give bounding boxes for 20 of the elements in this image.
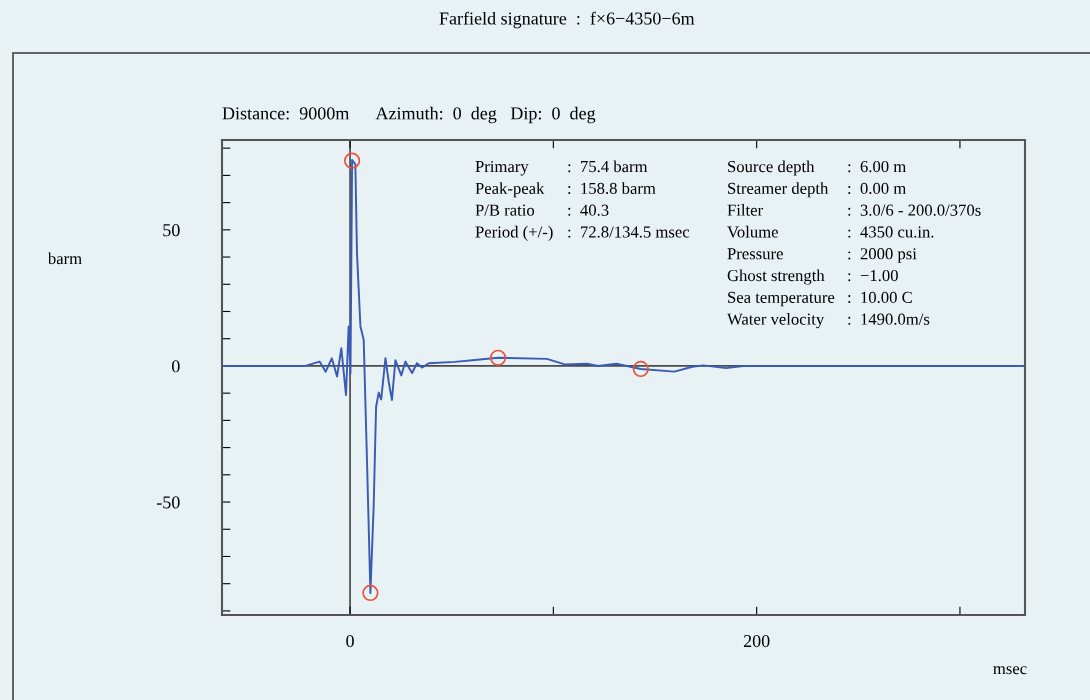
text: Water velocity : 1490.0m/s <box>727 313 930 329</box>
y-tick-label: -50 <box>156 496 180 509</box>
text: P/B ratio : 40.3 <box>475 204 609 216</box>
text: Ghost strength : −1.00 <box>727 269 898 285</box>
annotation: Period (+/-) : 72.8/134.5 msec <box>475 225 690 241</box>
text: Streamer depth : 0.00 m <box>728 182 906 198</box>
y-tick-label: 0 <box>171 360 180 373</box>
text: Pressure : 2000 psi <box>727 248 917 263</box>
y-tick-label: 50 <box>163 224 180 237</box>
text: Volume : 4350 cu.in. <box>727 225 934 238</box>
text: Filter : 3.0/6 - 200.0/370s <box>727 204 981 216</box>
text: Source depth : 6.00 m <box>728 160 906 176</box>
text: Primary : 75.4 barm <box>475 160 648 176</box>
chart-subtitle: Distance: 9000m Azimuth: 0 deg Dip: 0 deg <box>222 106 596 124</box>
y-axis-title: barm <box>47 252 82 265</box>
chart-title: Farfield signature : f×6−4350−6m <box>439 11 695 29</box>
annotation: Sea temperature : 10.00 C <box>728 291 912 307</box>
x-tick-label: 200 <box>743 634 770 648</box>
text: Peak-peak : 158.8 barm <box>475 182 656 198</box>
x-axis-title: msec <box>993 666 1027 675</box>
